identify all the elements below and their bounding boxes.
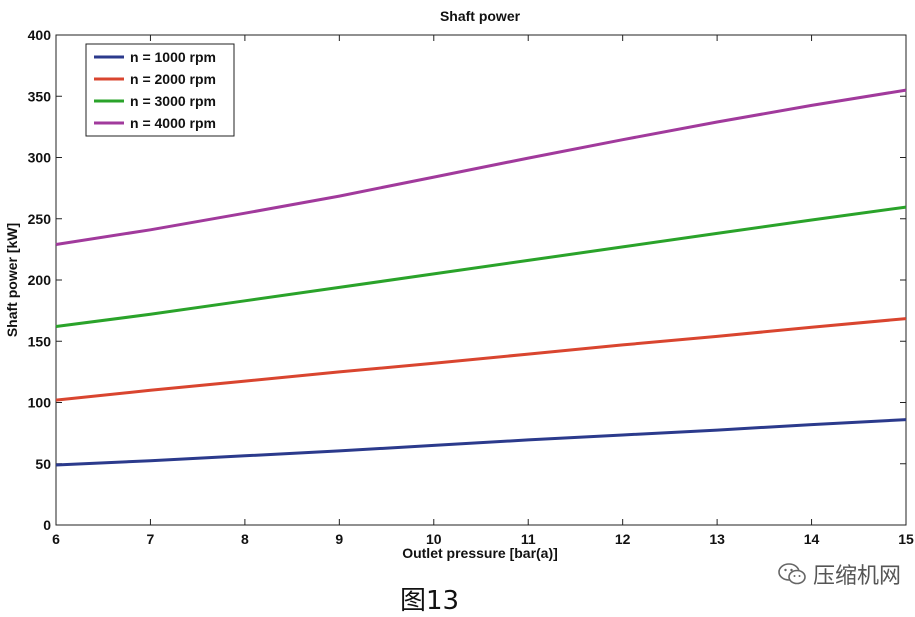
y-tick-label: 50 [35,456,51,472]
series-line-3 [55,205,907,328]
x-tick-label: 6 [52,531,60,547]
series-line-4 [55,88,907,246]
legend-label-3: n = 3000 rpm [130,93,216,109]
series-line-1 [55,418,907,467]
y-axis-title: Shaft power [kW] [4,223,20,337]
y-tick-label: 100 [28,395,52,411]
x-tick-label: 13 [709,531,725,547]
figure-caption: 图13 [400,586,460,616]
watermark-text: 压缩机网 [812,564,901,589]
x-tick-label: 10 [426,531,442,547]
x-tick-label: 12 [615,531,631,547]
x-tick-label: 8 [241,531,249,547]
y-tick-label: 0 [43,517,51,533]
y-tick-label: 350 [28,88,52,104]
x-tick-label: 11 [521,531,536,547]
y-tick-label: 300 [28,150,52,166]
watermark: 压缩机网 [777,558,901,590]
plot-area: 6 7 8 9 10 11 12 13 14 15050100150200250300350400… [28,27,914,547]
y-tick-label: 150 [28,333,52,349]
x-tick-label: 15 [898,531,914,547]
wechat-icon [778,563,806,585]
legend-label-1: n = 1000 rpm [130,49,216,65]
legend-label-4: n = 4000 rpm [130,115,216,131]
x-tick-label: 7 [147,531,155,547]
x-axis-title: Outlet pressure [bar(a)] [402,545,558,561]
series-line-2 [55,317,907,402]
legend-box [85,43,235,137]
y-tick-label: 200 [28,272,52,288]
y-tick-label: 250 [28,211,52,227]
chart-title: Shaft power [440,8,521,24]
y-tick-label: 400 [28,27,52,43]
x-tick-label: 9 [335,531,343,547]
x-tick-label: 14 [804,531,820,547]
legend-label-2: n = 2000 rpm [130,71,216,87]
